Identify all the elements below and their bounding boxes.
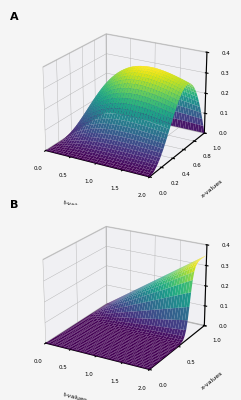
X-axis label: t-values: t-values — [63, 392, 88, 400]
X-axis label: t-values: t-values — [63, 200, 88, 211]
Text: B: B — [10, 200, 18, 210]
Text: A: A — [10, 12, 18, 22]
Y-axis label: x-values: x-values — [200, 370, 224, 391]
Y-axis label: x-values: x-values — [200, 178, 224, 198]
